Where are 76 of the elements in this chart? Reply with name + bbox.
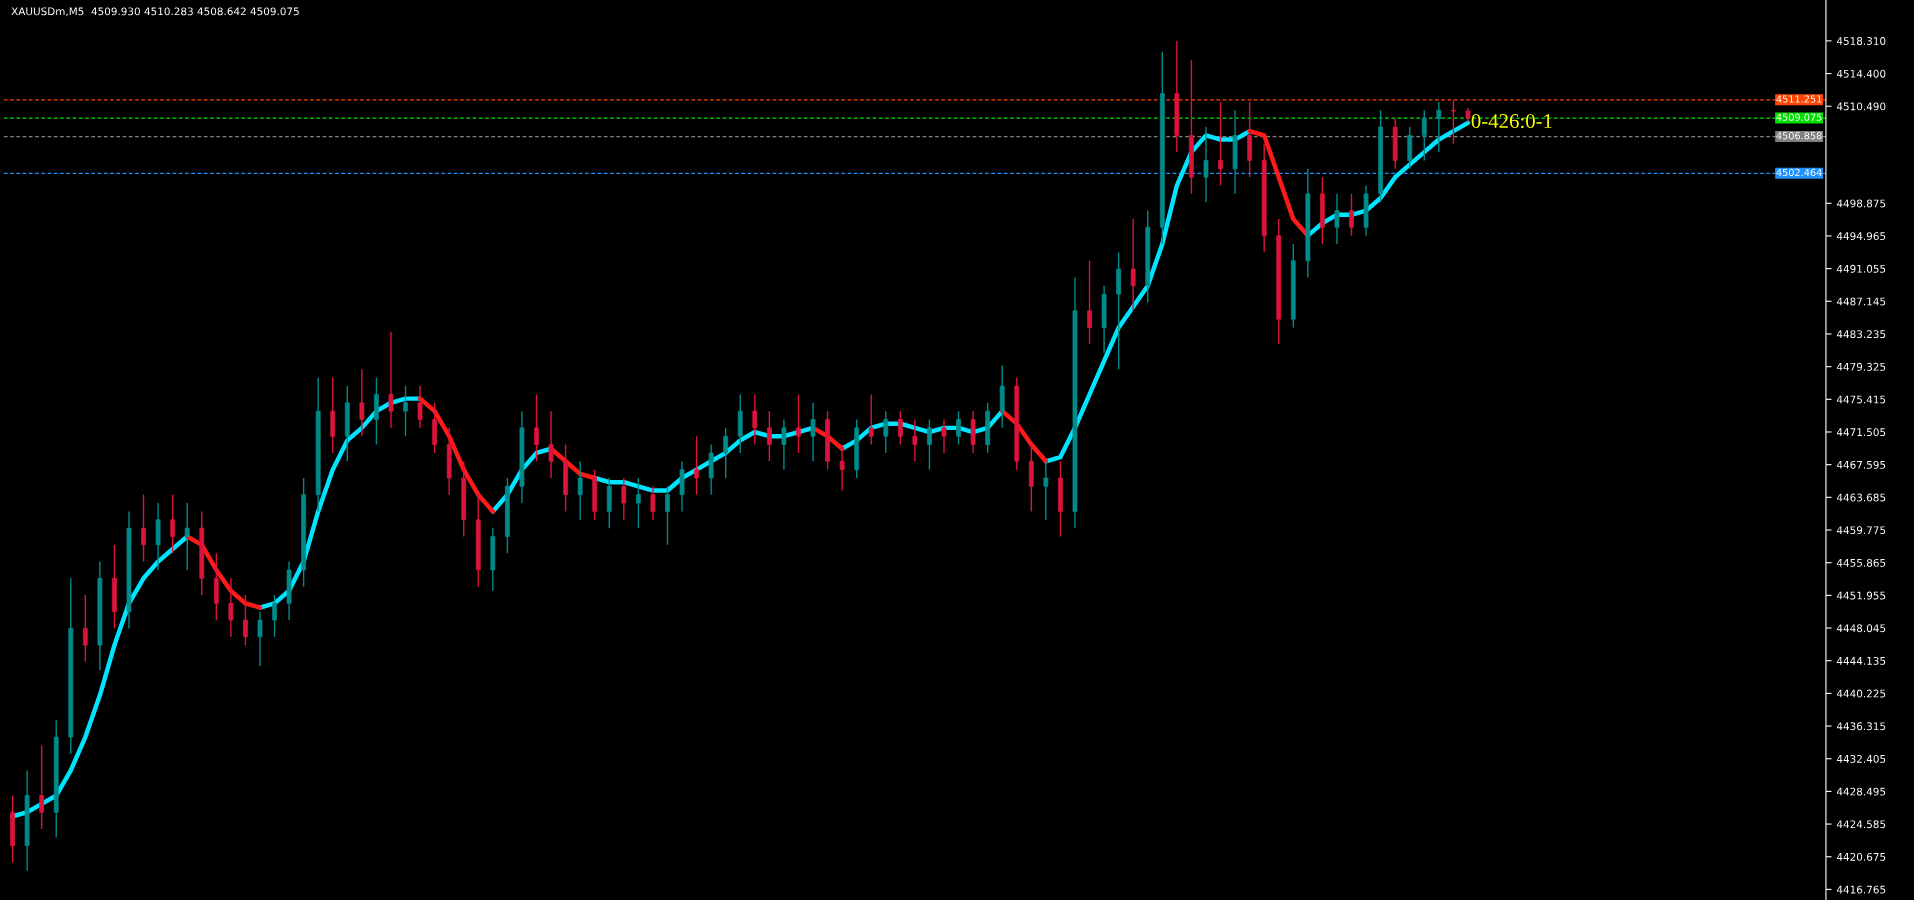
- candlestick: [897, 410, 903, 446]
- candlestick: [257, 611, 263, 667]
- candlestick: [883, 410, 889, 454]
- candlestick: [1203, 126, 1209, 203]
- candlestick: [1130, 218, 1136, 312]
- candlestick: [170, 494, 176, 554]
- candlestick: [1450, 99, 1456, 145]
- y-tick-label: 4467.595: [1836, 460, 1886, 469]
- y-tick-label: 4440.225: [1836, 689, 1886, 698]
- y-tick-label: 4491.055: [1836, 264, 1886, 273]
- candlestick: [1087, 260, 1092, 345]
- candlestick: [228, 577, 234, 638]
- candlestick: [534, 393, 539, 462]
- y-tick-label: 4518.310: [1836, 37, 1886, 45]
- candlestick: [272, 594, 277, 638]
- candlestick: [752, 393, 758, 446]
- candlestick: [417, 385, 423, 429]
- candlestick: [39, 744, 45, 830]
- y-tick-label: 4428.495: [1836, 787, 1886, 796]
- candlestick: [243, 594, 248, 646]
- candlestick: [810, 402, 816, 462]
- y-tick-label: 4416.765: [1836, 885, 1886, 894]
- candlestick: [839, 443, 845, 492]
- candlestick: [1334, 193, 1340, 245]
- candlestick: [621, 477, 627, 521]
- candlestick: [796, 393, 801, 454]
- y-tick-label: 4514.400: [1836, 69, 1886, 78]
- y-tick-label: 4424.585: [1836, 820, 1886, 829]
- y-tick-label: 4479.325: [1836, 362, 1886, 371]
- ref-line-label: 4506.858: [1776, 132, 1822, 140]
- y-tick-label: 4444.135: [1836, 656, 1886, 665]
- ref-line-label: 4509.075: [1776, 113, 1822, 121]
- annotation: 0-426:0-1: [1471, 114, 1552, 129]
- candlestick: [1043, 460, 1049, 521]
- candlestick: [548, 410, 554, 479]
- y-tick-label: 4510.490: [1836, 102, 1886, 111]
- y-tick-label: 4483.235: [1836, 330, 1886, 339]
- y-tick-label: 4471.505: [1836, 428, 1886, 437]
- y-tick-label: 4420.675: [1836, 852, 1886, 861]
- y-tick-label: 4494.965: [1836, 232, 1886, 241]
- y-tick-label: 4432.405: [1836, 754, 1886, 763]
- candlestick: [941, 418, 947, 454]
- candlestick: [912, 418, 918, 462]
- candlestick: [577, 460, 583, 521]
- candlestick: [388, 331, 394, 429]
- candlestick: [1218, 101, 1223, 187]
- candlestick: [723, 427, 729, 479]
- y-tick-label: 4448.045: [1836, 624, 1886, 633]
- ref-line-label: 4511.251: [1776, 95, 1822, 103]
- candlestick: [781, 418, 787, 471]
- y-tick-label: 4463.685: [1836, 493, 1886, 502]
- y-tick-label: 4455.865: [1836, 558, 1886, 567]
- candlestick: [694, 435, 699, 496]
- y-tick-label: 4487.145: [1836, 297, 1886, 306]
- candlestick: [141, 494, 146, 563]
- candlestick: [359, 368, 365, 437]
- candlestick: [766, 410, 772, 462]
- y-tick-label: 4459.775: [1836, 526, 1886, 535]
- y-tick-label: 4451.955: [1836, 591, 1886, 600]
- candlestick: [1436, 101, 1442, 153]
- candlestick: [1421, 109, 1427, 162]
- text: XAUUSDm,M5 4509.930 4510.283 4508.642 4509.075: [11, 7, 299, 17]
- candlestick: [927, 418, 932, 471]
- candlestick: [650, 485, 656, 521]
- candlestick: [1349, 193, 1354, 237]
- candlestick: [868, 393, 874, 446]
- candlestick: [403, 385, 408, 437]
- candlestick: [956, 410, 961, 446]
- y-tick-label: 4475.415: [1836, 395, 1886, 404]
- y-tick-label: 4498.875: [1836, 199, 1886, 208]
- candlestick: [82, 594, 88, 663]
- ref-line-label: 4502.464: [1776, 168, 1822, 177]
- candlestick: [635, 477, 641, 529]
- candlestick: [184, 502, 190, 571]
- y-tick-label: 4436.315: [1836, 722, 1886, 731]
- candlestick: [665, 485, 670, 546]
